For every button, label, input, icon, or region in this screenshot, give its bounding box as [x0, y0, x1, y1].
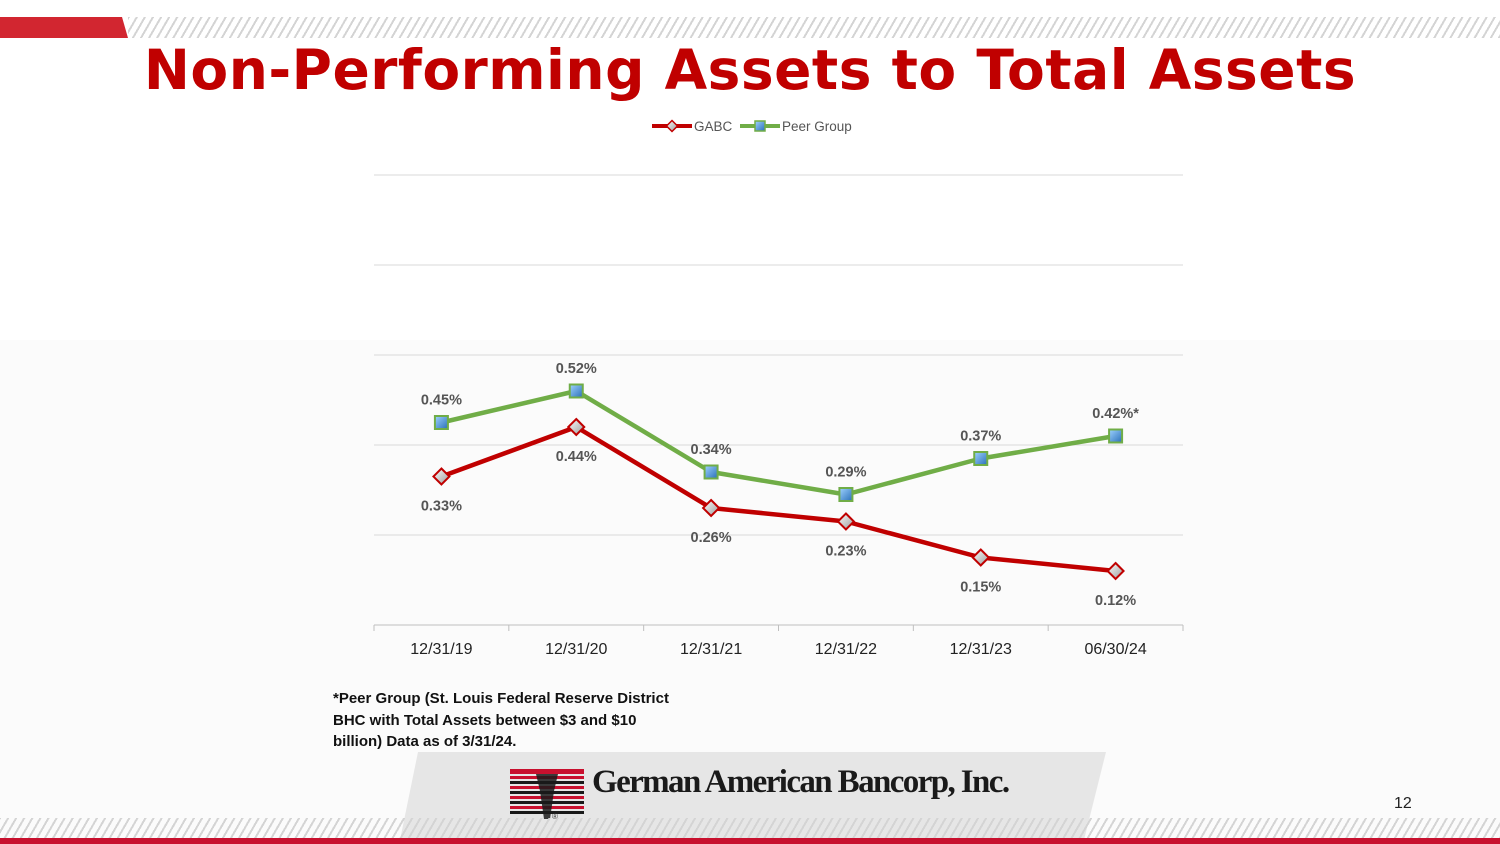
- gabc-marker: [701, 498, 721, 518]
- peer-data-label: 0.42%*: [1092, 406, 1139, 422]
- legend-peer-label: Peer Group: [782, 119, 852, 134]
- top-hatch-stripe: [128, 17, 1500, 38]
- x-tick-label: 12/31/19: [410, 641, 472, 658]
- bottom-hatch-stripe: [0, 818, 1500, 840]
- x-tick-label: 12/31/21: [680, 641, 742, 658]
- x-tick-label: 12/31/22: [815, 641, 877, 658]
- page-number: 12: [1394, 795, 1412, 812]
- footnote-line: billion) Data as of 3/31/24.: [333, 733, 517, 750]
- peer-data-label: 0.52%: [556, 361, 597, 377]
- gabc-data-label: 0.12%: [1095, 593, 1136, 609]
- bank-logo-icon: [510, 769, 584, 819]
- gabc-marker: [971, 548, 991, 567]
- peer-marker: [838, 487, 854, 502]
- gabc-series-line: [440, 424, 1116, 574]
- peer-marker: [433, 415, 449, 430]
- gabc-marker: [432, 467, 451, 486]
- gabc-data-label: 0.15%: [960, 580, 1001, 596]
- x-tick-label: 06/30/24: [1084, 641, 1146, 658]
- peer-data-label: 0.34%: [691, 442, 732, 458]
- peer-group-footnote: *Peer Group (St. Louis Federal Reserve D…: [333, 688, 693, 753]
- gabc-data-label: 0.44%: [556, 449, 597, 465]
- peer-series-line: [440, 388, 1116, 497]
- registered-mark: ®: [552, 812, 558, 821]
- top-accent-bar: [0, 17, 128, 38]
- bottom-accent-bar: [0, 838, 1500, 844]
- footnote-line: *Peer Group (St. Louis Federal Reserve D…: [333, 690, 669, 707]
- gabc-data-label: 0.33%: [421, 499, 462, 515]
- peer-marker: [1108, 428, 1124, 444]
- peer-marker: [568, 383, 584, 399]
- legend-peer-marker: [754, 120, 766, 132]
- peer-data-label: 0.37%: [960, 429, 1001, 445]
- legend-gabc-marker: [665, 119, 679, 133]
- gabc-marker: [1106, 561, 1125, 581]
- x-tick-label: 12/31/23: [950, 641, 1012, 658]
- peer-data-label: 0.45%: [421, 393, 462, 409]
- legend-gabc-label: GABC: [694, 119, 733, 134]
- peer-data-label: 0.29%: [825, 465, 866, 481]
- gabc-data-label: 0.26%: [691, 530, 732, 546]
- peer-marker: [973, 451, 989, 466]
- footnote-line: BHC with Total Assets between $3 and $10: [333, 711, 637, 729]
- gabc-marker: [566, 417, 586, 437]
- x-tick-label: 12/31/20: [545, 641, 607, 658]
- peer-marker: [703, 464, 719, 480]
- company-name: German American Bancorp, Inc.: [592, 764, 1010, 800]
- gabc-marker: [836, 512, 856, 531]
- slide-title: Non-Performing Assets to Total Assets: [143, 38, 1357, 102]
- gabc-data-label: 0.23%: [825, 544, 866, 560]
